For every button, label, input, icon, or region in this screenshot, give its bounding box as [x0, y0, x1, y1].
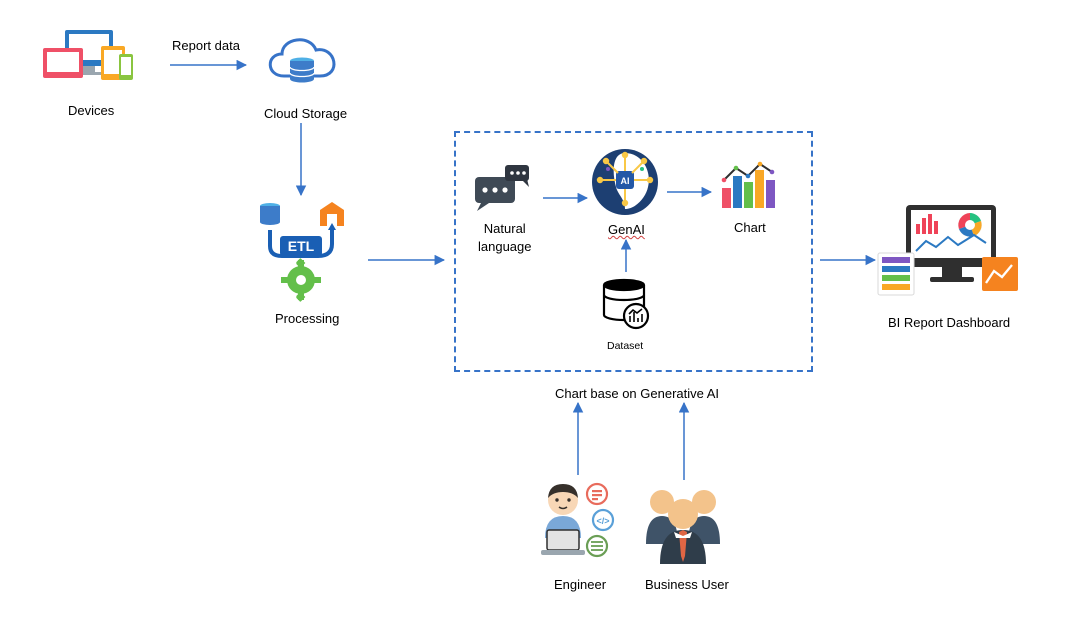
genai-group-label: Chart base on Generative AI [555, 386, 719, 401]
edge-label-report-data: Report data [172, 38, 240, 53]
chart-label: Chart [734, 220, 766, 235]
nl-label: Natural language [478, 221, 532, 254]
processing-label: Processing [275, 311, 339, 326]
engineer-icon: </> [541, 484, 613, 556]
genai-label: GenAI [608, 222, 645, 237]
dashboard-icon [878, 205, 1018, 295]
cloud-storage-icon [270, 40, 334, 83]
dashboard-label: BI Report Dashboard [888, 315, 1010, 330]
svg-text:</>: </> [596, 516, 609, 526]
cloud-label: Cloud Storage [264, 106, 347, 121]
engineer-label: Engineer [554, 577, 606, 592]
businessuser-label: Business User [645, 577, 729, 592]
processing-icon: ETL [260, 202, 344, 302]
svg-text:ETL: ETL [288, 238, 315, 254]
business-user-icon [646, 490, 720, 564]
devices-icon [43, 30, 133, 80]
devices-label: Devices [68, 103, 114, 118]
dataset-label: Dataset [607, 340, 643, 352]
